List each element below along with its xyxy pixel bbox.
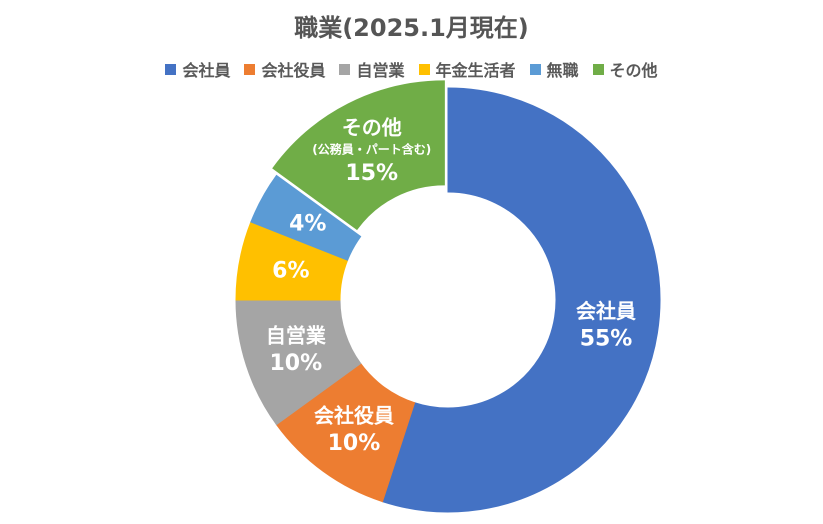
slice-value: 15% (345, 161, 398, 186)
legend-item-jieigyo: 自営業 (339, 57, 405, 81)
legend-label: 無職 (546, 61, 579, 80)
slice-note: (公務員・パート含む) (312, 142, 431, 157)
legend-swatch (418, 63, 430, 75)
slice-4 (250, 174, 362, 261)
slice-5 (272, 80, 445, 231)
chart-title: 職業(2025.1月現在) (294, 14, 529, 42)
legend-label: 会社員 (182, 61, 231, 80)
slice-value: 6% (272, 259, 309, 284)
legend-label: 会社役員 (261, 61, 326, 80)
slice-value: 4% (289, 212, 326, 237)
slice-label: その他 (342, 115, 402, 139)
slice-label: 会社役員 (314, 403, 394, 427)
legend-label: 年金生活者 (435, 61, 516, 80)
slice-0 (381, 87, 661, 513)
legend-swatch (592, 63, 604, 75)
legend-label: 自営業 (356, 61, 405, 80)
legend-swatch (529, 63, 541, 75)
slice-value: 10% (328, 431, 381, 456)
legend-label: その他 (609, 61, 658, 80)
slice-value: 55% (580, 327, 633, 352)
legend-swatch (244, 63, 256, 75)
legend-swatch (339, 63, 351, 75)
slice-label: 会社員 (576, 299, 636, 323)
slice-value: 10% (269, 351, 322, 376)
slice-label: 自営業 (266, 323, 327, 347)
legend-item-nenkin: 年金生活者 (418, 57, 516, 81)
legend-item-mushoku: 無職 (529, 57, 579, 81)
legend-item-sonota: その他 (592, 57, 658, 81)
legend-swatch (165, 63, 177, 75)
legend: 会社員 会社役員 自営業 年金生活者 無職 その他 (0, 57, 823, 81)
legend-item-kaishain: 会社員 (165, 57, 230, 81)
legend-item-yakuin: 会社役員 (244, 57, 325, 81)
